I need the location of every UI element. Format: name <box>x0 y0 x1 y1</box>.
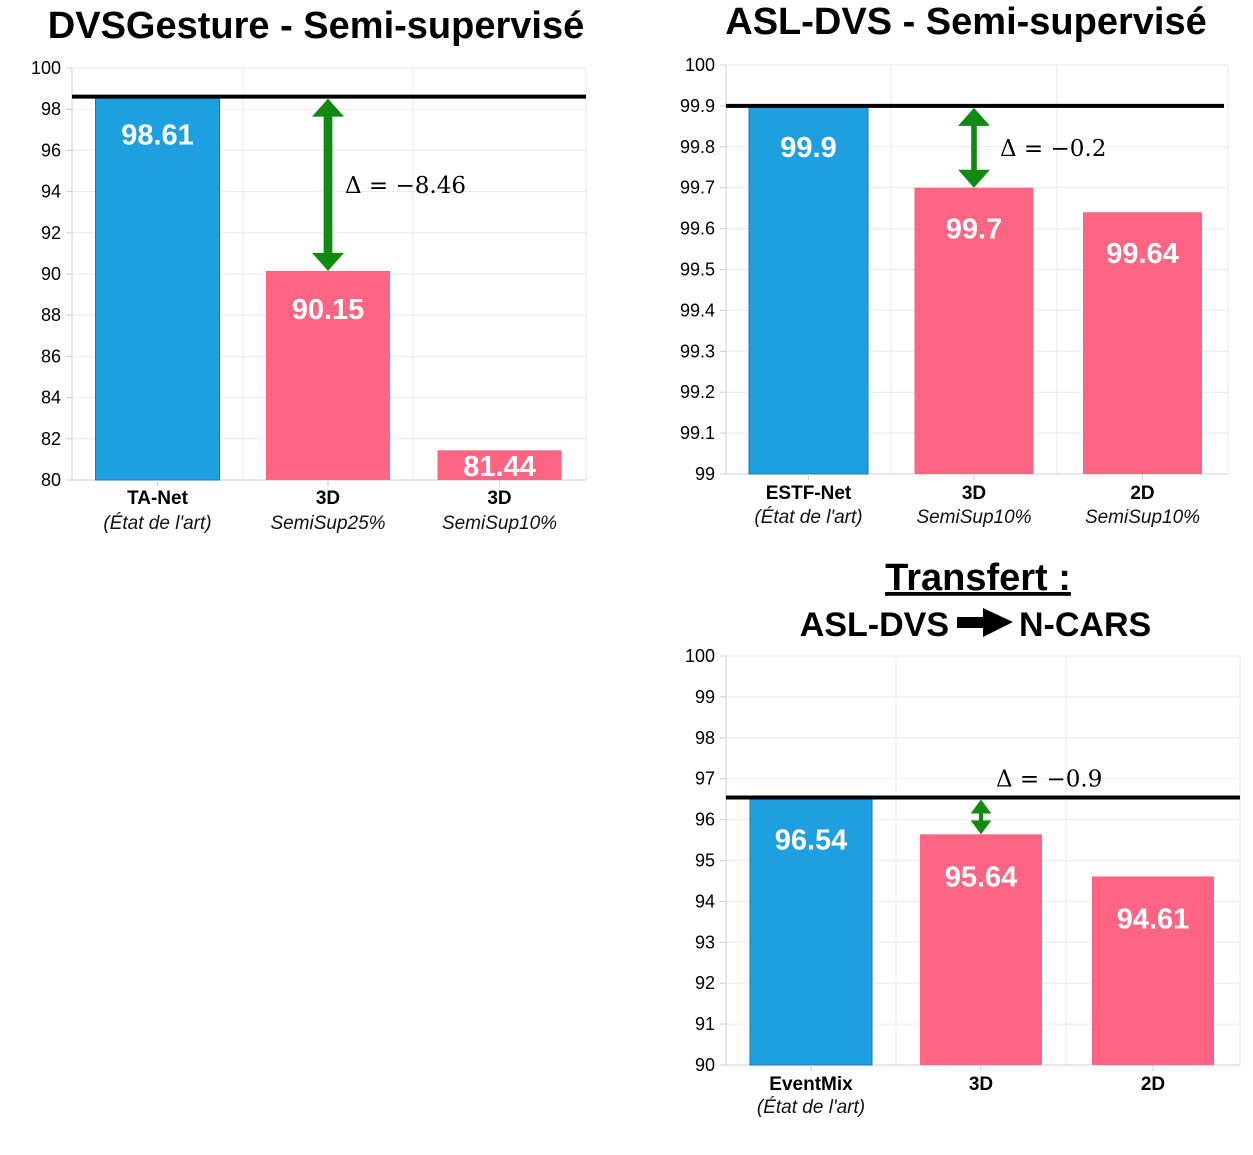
bar-1 <box>749 797 873 1066</box>
delta-arrow-icon <box>970 799 992 835</box>
x-tick-label: EventMix <box>769 1074 853 1095</box>
delta-arrow-icon <box>958 107 990 188</box>
y-tick-label: 94 <box>41 182 61 202</box>
x-tick-sublabel: (État de l'art) <box>754 507 862 528</box>
data-label: 99.7 <box>946 214 1002 246</box>
x-tick-label: 3D <box>487 488 511 509</box>
y-tick-label: 86 <box>41 346 61 366</box>
y-tick-label: 99 <box>695 464 715 484</box>
chart-2: 99 99.1 99.2 99.3 99.4 99.5 99.6 99.7 99.8 99.9 10… <box>680 55 1229 528</box>
chart-3: 90 91 92 93 94 95 96 97 98 99 100 96.54 EventMix(Éta… <box>685 646 1241 1118</box>
x-tick-sublabel: SemiSup25% <box>270 513 385 534</box>
y-tick-label: 84 <box>41 388 61 408</box>
arrow-head-up <box>958 107 990 126</box>
y-tick-label: 94 <box>695 891 715 911</box>
charts-group: 80 82 84 86 88 90 92 94 96 98 100 98.61 TA-Net (État … <box>31 55 1241 1118</box>
y-tick-label: 90 <box>41 264 61 284</box>
data-label: 99.9 <box>780 132 836 164</box>
y-tick-label: 100 <box>685 646 715 666</box>
arrow-head-down <box>970 820 992 835</box>
data-label: 81.44 <box>463 451 536 483</box>
delta-label: Δ = −0.9 <box>996 767 1102 793</box>
bar-3 <box>1092 876 1214 1065</box>
y-tick-label: 100 <box>31 58 61 78</box>
x-tick-sublabel: SemiSup10% <box>916 507 1031 528</box>
chart1-title: DVSGesture - Semi-supervisé <box>48 5 584 47</box>
y-tick-label: 99.6 <box>680 219 715 239</box>
delta-label: Δ = −0.2 <box>1000 136 1106 162</box>
chart-1: 80 82 84 86 88 90 92 94 96 98 100 98.61 TA-Net (État … <box>31 58 587 534</box>
y-tick-label: 100 <box>685 55 715 75</box>
y-tick-label: 99.4 <box>680 300 715 320</box>
arrow-head-down <box>312 252 344 271</box>
x-tick-label: TA-Net <box>127 488 189 509</box>
data-label: 98.61 <box>121 120 194 152</box>
y-tick-label: 99.7 <box>680 178 715 198</box>
data-label: 99.64 <box>1106 238 1179 270</box>
x-tick-sublabel: SemiSup10% <box>442 513 557 534</box>
x-tick-label: 2D <box>1130 483 1154 504</box>
right-arrow-icon <box>957 608 1013 637</box>
transfer-target-label: N-CARS <box>1019 606 1151 644</box>
data-label: 96.54 <box>775 825 848 857</box>
bar-1 <box>748 105 869 475</box>
delta-arrow-icon <box>312 98 344 271</box>
bar-2 <box>920 834 1042 1065</box>
y-tick-label: 98 <box>41 99 61 119</box>
bar-1 <box>95 96 220 481</box>
arrow-head-up <box>970 799 992 814</box>
y-tick-label: 99.1 <box>680 423 715 443</box>
transfer-title: Transfert : <box>885 557 1071 599</box>
x-tick-label: 3D <box>316 488 340 509</box>
x-tick-label: 2D <box>1141 1074 1165 1095</box>
y-tick-label: 96 <box>695 810 715 830</box>
y-tick-label: 90 <box>695 1055 715 1075</box>
bar-3 <box>1083 212 1202 475</box>
y-tick-label: 82 <box>41 429 61 449</box>
bar-3 <box>437 450 562 480</box>
y-tick-label: 95 <box>695 851 715 871</box>
bar-2 <box>266 270 390 480</box>
delta-label: Δ = −8.46 <box>345 173 466 199</box>
y-tick-label: 80 <box>41 470 61 490</box>
arrow-head-up <box>312 98 344 117</box>
y-tick-label: 99.9 <box>680 96 715 116</box>
x-tick-sublabel: (État de l'art) <box>757 1097 865 1118</box>
transfer-source-label: ASL-DVS <box>800 606 949 644</box>
x-tick-label: 3D <box>969 1074 993 1095</box>
y-tick-label: 99.5 <box>680 260 715 280</box>
y-tick-label: 98 <box>695 728 715 748</box>
x-tick-sublabel: SemiSup10% <box>1085 507 1200 528</box>
arrow-head-down <box>958 169 990 188</box>
y-tick-label: 93 <box>695 932 715 952</box>
y-tick-label: 88 <box>41 305 61 325</box>
data-label: 95.64 <box>945 861 1018 893</box>
y-tick-label: 96 <box>41 140 61 160</box>
y-tick-label: 97 <box>695 769 715 789</box>
y-tick-label: 91 <box>695 1014 715 1034</box>
bar-2 <box>914 187 1034 474</box>
x-tick-sublabel: (État de l'art) <box>103 513 211 534</box>
data-label: 90.15 <box>292 294 365 326</box>
y-tick-label: 99.2 <box>680 382 715 402</box>
data-label: 94.61 <box>1117 903 1190 935</box>
y-tick-label: 99 <box>695 687 715 707</box>
y-tick-label: 99.8 <box>680 137 715 157</box>
x-tick-label: 3D <box>962 483 986 504</box>
y-tick-label: 99.3 <box>680 341 715 361</box>
y-tick-label: 92 <box>695 973 715 993</box>
x-tick-label: ESTF-Net <box>766 483 852 504</box>
chart2-title: ASL-DVS - Semi-supervisé <box>725 1 1206 43</box>
y-tick-label: 92 <box>41 223 61 243</box>
